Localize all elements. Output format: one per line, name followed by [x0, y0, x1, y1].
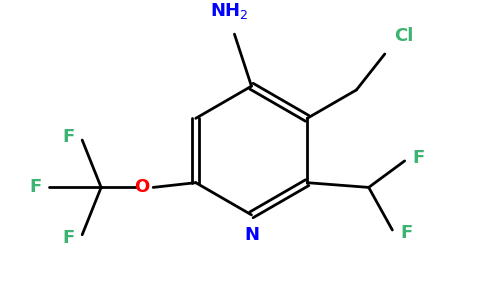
Text: F: F [29, 178, 42, 196]
Text: O: O [134, 178, 150, 196]
Text: F: F [62, 128, 75, 146]
Text: Cl: Cl [394, 26, 414, 44]
Text: F: F [412, 149, 424, 167]
Text: N: N [244, 226, 259, 244]
Text: NH$_2$: NH$_2$ [211, 1, 249, 21]
Text: F: F [400, 224, 412, 242]
Text: F: F [62, 229, 75, 247]
